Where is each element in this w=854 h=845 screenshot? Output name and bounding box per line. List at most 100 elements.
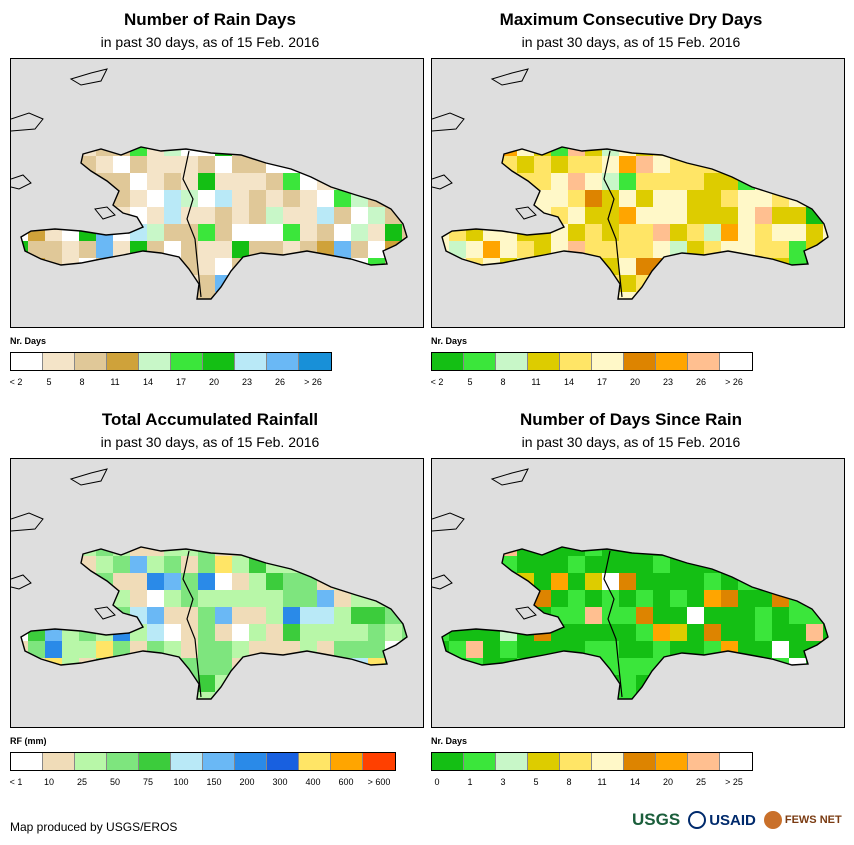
grid-cell (738, 292, 755, 299)
grid-cell (619, 607, 636, 624)
grid-cell (351, 147, 368, 156)
grid-cell (317, 624, 334, 641)
grid-cell (738, 590, 755, 607)
grid-cell (45, 556, 62, 573)
grid-cell (551, 275, 568, 292)
legend-tick-label: 25 (695, 777, 706, 787)
grid-cell (130, 173, 147, 190)
grid-cell (147, 147, 164, 156)
grid-cell (181, 173, 198, 190)
grid-cell (28, 573, 45, 590)
legend-tick-label: 8 (79, 377, 85, 387)
grid-cell (840, 624, 844, 641)
grid-cell (755, 573, 772, 590)
legend-tick-label: 20 (662, 777, 673, 787)
grid-cell (789, 258, 806, 275)
legend-swatch (720, 353, 752, 370)
panel-rain-days: Number of Rain Days in past 30 days, as … (0, 0, 424, 400)
grid-cell (266, 224, 283, 241)
grid-cell (28, 607, 45, 624)
grid-cell (351, 641, 368, 658)
grid-cell (840, 224, 844, 241)
grid-cell (147, 207, 164, 224)
grid-cell (721, 607, 738, 624)
grid-cell (28, 190, 45, 207)
grid-cell (198, 173, 215, 190)
grid-cell (79, 641, 96, 658)
panel-total-rainfall: Total Accumulated Rainfall in past 30 da… (0, 400, 424, 800)
grid-cell (466, 556, 483, 573)
grid-cell (806, 590, 823, 607)
legend-swatch (11, 753, 43, 770)
grid-cell (164, 641, 181, 658)
grid-cell (21, 156, 28, 173)
grid-cell (483, 258, 500, 275)
grid-cell (466, 156, 483, 173)
grid-cell (619, 156, 636, 173)
grid-cell (568, 556, 585, 573)
grid-cell (755, 224, 772, 241)
grid-cell (466, 573, 483, 590)
grid-cell (164, 292, 181, 299)
grid-cell (283, 258, 300, 275)
grid-cell (334, 241, 351, 258)
grid-cell (232, 675, 249, 692)
grid-cell (636, 292, 653, 299)
grid-cell (687, 173, 704, 190)
grid-cell (45, 292, 62, 299)
grid-cell (738, 190, 755, 207)
panel-title: Number of Days Since Rain (519, 410, 742, 429)
grid-cell (738, 147, 755, 156)
legend-swatch (139, 753, 171, 770)
grid-cell (198, 207, 215, 224)
grid-cell (21, 624, 28, 641)
grid-cell (385, 624, 402, 641)
legend-swatch (299, 353, 331, 370)
grid-cell (368, 173, 385, 190)
grid-cell (517, 207, 534, 224)
grid-cell (500, 190, 517, 207)
grid-cell (79, 675, 96, 692)
grid-cell (232, 147, 249, 156)
grid-cell (789, 147, 806, 156)
grid-cell (442, 658, 449, 675)
grid-cell (670, 190, 687, 207)
grid-cell (215, 241, 232, 258)
grid-cell (772, 275, 789, 292)
grid-cell (449, 207, 466, 224)
grid-cell (215, 692, 232, 699)
grid-cell (249, 224, 266, 241)
grid-cell (551, 675, 568, 692)
grid-cell (823, 292, 828, 299)
grid-cell (96, 207, 113, 224)
grid-cell (266, 547, 283, 556)
grid-cell (96, 547, 113, 556)
grid-cell (198, 658, 215, 675)
grid-cell (449, 658, 466, 675)
legend-swatch (464, 353, 496, 370)
grid-cell (385, 190, 402, 207)
grid-cell (300, 692, 317, 699)
grid-cell (636, 156, 653, 173)
coastline-fragment (11, 174, 32, 190)
grid-cell (266, 573, 283, 590)
grid-cell (738, 692, 755, 699)
grid-cell (198, 156, 215, 173)
grid-cell (402, 675, 407, 692)
grid-cell (449, 590, 466, 607)
grid-cell (249, 692, 266, 699)
grid-cell (283, 590, 300, 607)
usgs-logo: USGS (632, 810, 681, 829)
grid-cell (823, 692, 828, 699)
grid-cell (442, 241, 449, 258)
grid-cell (517, 147, 534, 156)
legend-swatch (203, 753, 235, 770)
grid-cell (653, 190, 670, 207)
grid-cell (130, 147, 147, 156)
grid-cell (840, 190, 844, 207)
legend-swatches (431, 352, 753, 371)
legend: RF (mm) < 1 10 25 50 75 100 150 200 300 400 600 > 6… (10, 736, 396, 791)
legend-tick-label: < 2 (9, 377, 23, 387)
grid-cell (28, 641, 45, 658)
legend-swatch (688, 353, 720, 370)
